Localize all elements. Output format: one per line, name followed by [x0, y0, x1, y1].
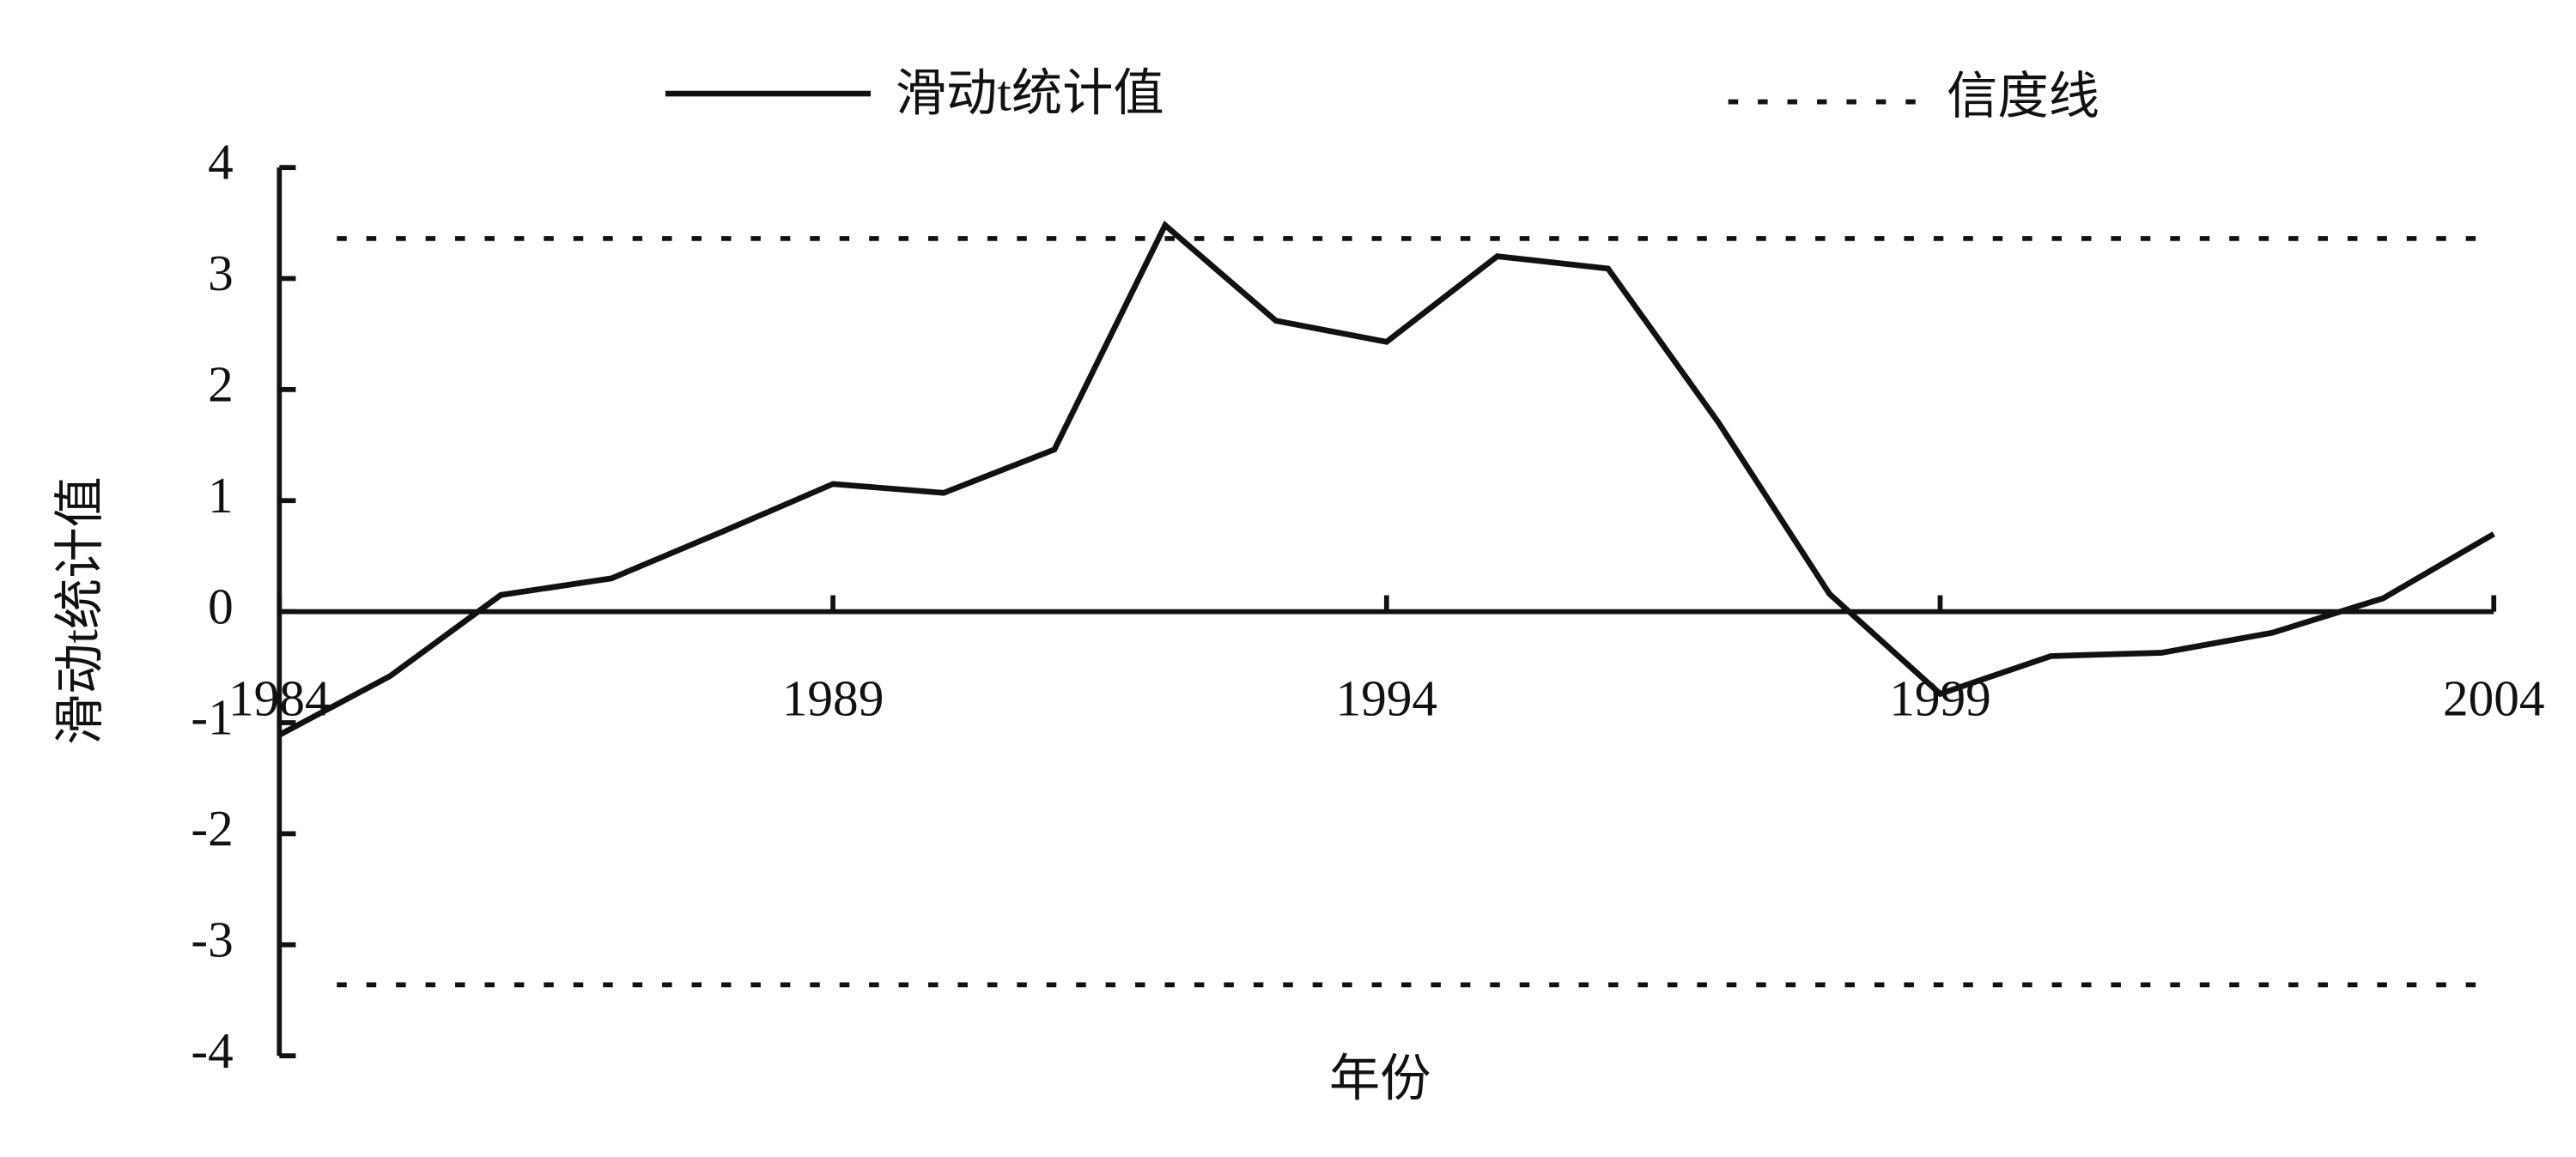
y-tick-label: 1 — [208, 467, 234, 524]
data-line — [277, 221, 2495, 738]
y-tick-label: -2 — [191, 800, 233, 857]
y-tick-label: 3 — [208, 245, 234, 301]
legend-label: 滑动t统计值 — [896, 64, 1164, 121]
x-tick-label: 1989 — [782, 669, 884, 726]
y-tick-label: 4 — [208, 134, 234, 191]
x-axis-label: 年份 — [1329, 1050, 1431, 1106]
y-tick-label: 0 — [208, 578, 234, 634]
x-tick-label: 1999 — [1889, 669, 1991, 726]
y-tick-label: -4 — [191, 1022, 233, 1079]
x-tick-label: 2004 — [2443, 669, 2545, 726]
y-tick-label: -1 — [191, 689, 233, 746]
x-tick-label: 1994 — [1335, 669, 1437, 726]
y-tick-label: -3 — [191, 911, 233, 967]
legend-label: 信度线 — [1947, 68, 2099, 124]
y-tick-label: 2 — [208, 356, 234, 413]
y-axis-label: 滑动t统计值 — [52, 476, 108, 745]
